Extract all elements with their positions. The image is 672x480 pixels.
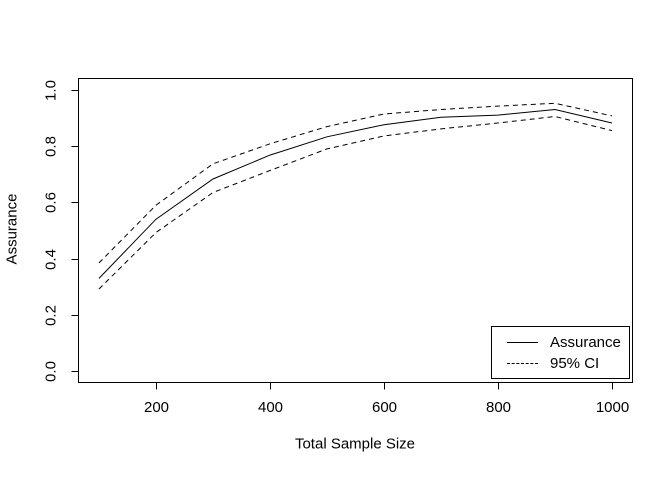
plot-box bbox=[78, 78, 633, 383]
x-tick-label: 400 bbox=[258, 399, 283, 416]
solid-line-icon bbox=[507, 341, 538, 343]
legend-entry-assurance: Assurance bbox=[507, 333, 629, 351]
x-tick-label: 800 bbox=[486, 399, 511, 416]
x-tick-label: 1000 bbox=[596, 399, 629, 416]
legend: Assurance 95% CI bbox=[491, 326, 630, 379]
y-tick-label: 0.8 bbox=[43, 136, 60, 157]
legend-entry-ci: 95% CI bbox=[507, 354, 629, 372]
y-tick-label: 0.2 bbox=[43, 305, 60, 326]
legend-label-ci: 95% CI bbox=[550, 354, 600, 372]
dashed-line-icon bbox=[507, 362, 538, 364]
x-axis-title: Total Sample Size bbox=[294, 435, 416, 453]
x-tick-label: 600 bbox=[372, 399, 397, 416]
y-tick-label: 0.4 bbox=[43, 249, 60, 270]
assurance-line bbox=[98, 108, 613, 279]
legend-label-assurance: Assurance bbox=[550, 333, 621, 351]
y-tick-label: 0.6 bbox=[43, 192, 60, 213]
y-tick-label: 1.0 bbox=[43, 80, 60, 101]
95-ci-upper-line bbox=[98, 102, 613, 264]
y-tick-label: 0.0 bbox=[43, 361, 60, 382]
95-ci-lower-line bbox=[98, 115, 613, 290]
x-tick-label: 200 bbox=[144, 399, 169, 416]
y-axis-title: Assurance bbox=[3, 193, 21, 265]
